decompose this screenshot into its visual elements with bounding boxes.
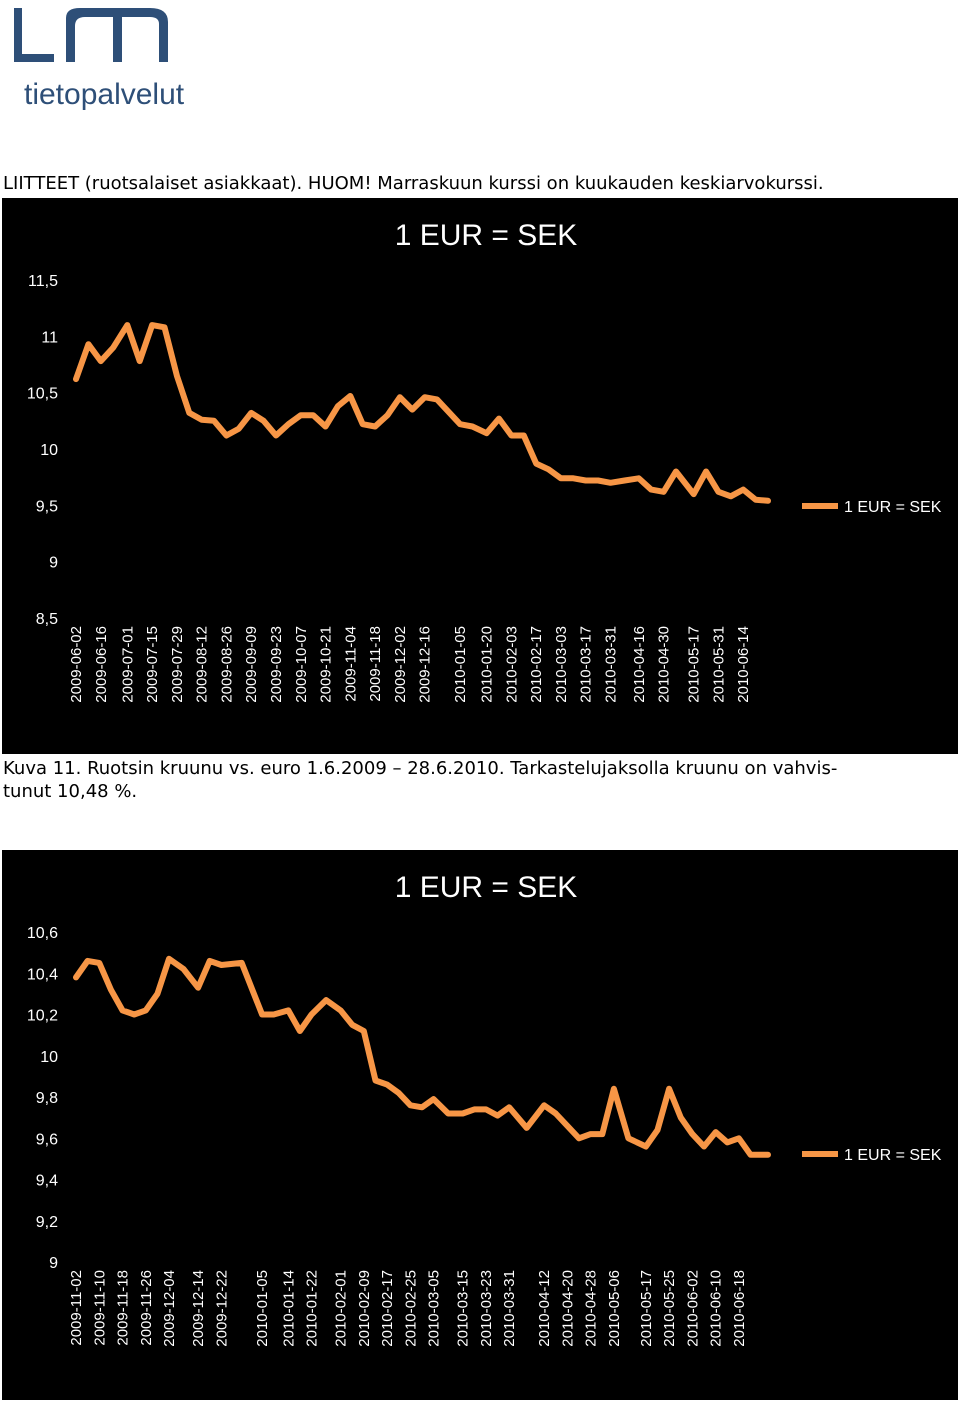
x-tick-label: 2009-07-01 xyxy=(119,626,136,703)
legend-label: 1 EUR = SEK xyxy=(844,1147,942,1164)
x-tick-label: 2010-02-17 xyxy=(379,1270,396,1347)
x-tick-label: 2009-11-18 xyxy=(115,1270,132,1346)
legend-label: 1 EUR = SEK xyxy=(844,499,942,516)
series-line xyxy=(73,322,771,504)
caption-line-1: Kuva 11. Ruotsin kruunu vs. euro 1.6.200… xyxy=(3,758,838,779)
x-tick-label: 2009-12-04 xyxy=(161,1270,178,1347)
y-tick-label: 8,5 xyxy=(36,611,58,628)
x-tick-label: 2010-04-20 xyxy=(559,1270,576,1347)
chart-eur-sek-full-period: 1 EUR = SEK 8,5 9 9,5 10 10,5 11 11,5 2009-06-… xyxy=(2,198,958,754)
x-tick-label: 2009-11-02 xyxy=(68,1270,85,1346)
x-tick-label: 2009-07-15 xyxy=(144,626,161,703)
x-tick-label: 2010-01-05 xyxy=(452,626,469,703)
x-tick-label: 2009-08-12 xyxy=(194,626,211,703)
x-tick-label: 2010-02-01 xyxy=(333,1270,350,1347)
brand-logo-text: tietopalvelut xyxy=(24,78,185,111)
x-tick-label: 2009-12-02 xyxy=(392,626,409,703)
x-tick-label: 2009-10-21 xyxy=(318,626,335,703)
y-tick-label: 9,4 xyxy=(36,1173,58,1190)
x-tick-label: 2009-10-07 xyxy=(293,626,310,703)
x-tick-label: 2010-04-30 xyxy=(656,626,673,703)
x-tick-label: 2010-03-15 xyxy=(455,1270,472,1347)
y-tick-label: 10 xyxy=(40,1049,58,1066)
x-tick-label: 2009-12-22 xyxy=(213,1270,230,1347)
x-tick-label: 2009-11-26 xyxy=(138,1270,155,1346)
y-tick-label: 9 xyxy=(49,555,58,572)
x-tick-label: 2010-03-05 xyxy=(426,1270,443,1347)
caption-line-2: tunut 10,48 %. xyxy=(3,781,138,802)
x-tick-label: 2010-05-06 xyxy=(606,1270,623,1347)
x-tick-label: 2010-01-05 xyxy=(254,1270,271,1347)
x-tick-label: 2010-03-03 xyxy=(553,626,570,703)
y-tick-label: 9,8 xyxy=(36,1090,58,1107)
brand-logo-mark: tietopalvelut xyxy=(14,8,185,111)
x-tick-label: 2009-08-26 xyxy=(218,626,235,703)
y-tick-label: 11,5 xyxy=(28,273,58,290)
x-tick-label: 2010-06-10 xyxy=(708,1270,725,1347)
chart-title: 1 EUR = SEK xyxy=(395,219,578,252)
x-tick-label: 2009-06-16 xyxy=(93,626,110,703)
x-tick-label: 2010-04-28 xyxy=(583,1270,600,1347)
x-tick-label: 2010-06-02 xyxy=(684,1270,701,1347)
chart-svg: 1 EUR = SEK 99,29,49,69,81010,210,410,6 … xyxy=(27,871,942,1347)
x-tick-label: 2010-04-16 xyxy=(631,626,648,703)
x-tick-label: 2009-06-02 xyxy=(68,626,85,703)
y-tick-label: 9 xyxy=(49,1255,58,1272)
x-tick-label: 2010-03-17 xyxy=(578,626,595,703)
y-tick-label: 11 xyxy=(41,329,58,346)
x-tick-label: 2010-05-17 xyxy=(638,1270,655,1347)
x-tick-label: 2010-02-03 xyxy=(503,626,520,703)
x-tick-label: 2009-12-16 xyxy=(417,626,434,703)
x-tick-label: 2010-05-25 xyxy=(661,1270,678,1347)
x-tick-label: 2010-05-31 xyxy=(710,626,727,703)
y-tick-label: 9,2 xyxy=(36,1214,58,1231)
y-tick-label: 10,5 xyxy=(27,386,58,403)
y-tick-label: 10,2 xyxy=(27,1008,58,1025)
x-tick-label: 2010-03-23 xyxy=(478,1270,495,1347)
brand-logo: tietopalvelut xyxy=(0,0,200,130)
y-tick-label: 10 xyxy=(40,442,58,459)
chart-title: 1 EUR = SEK xyxy=(395,871,578,904)
x-tick-label: 2010-02-09 xyxy=(356,1270,373,1347)
x-tick-label: 2010-03-31 xyxy=(501,1270,518,1347)
appendix-heading: LIITTEET (ruotsalaiset asiakkaat). HUOM!… xyxy=(3,173,824,194)
chart-svg: 1 EUR = SEK 8,5 9 9,5 10 10,5 11 11,5 2009-06-… xyxy=(27,219,942,703)
x-tick-label: 2010-02-25 xyxy=(402,1270,419,1347)
x-tick-label: 2009-07-29 xyxy=(169,626,186,703)
x-tick-label: 2010-01-20 xyxy=(479,626,496,703)
x-tick-label: 2010-04-12 xyxy=(536,1270,553,1347)
x-tick-label: 2010-06-18 xyxy=(731,1270,748,1347)
x-tick-label: 2010-01-22 xyxy=(304,1270,321,1347)
x-tick-label: 2010-05-17 xyxy=(686,626,703,703)
x-tick-label: 2009-09-23 xyxy=(268,626,285,703)
x-tick-label: 2010-06-14 xyxy=(735,626,752,703)
y-tick-label: 9,5 xyxy=(36,498,58,515)
x-tick-label: 2009-12-14 xyxy=(190,1270,207,1347)
x-tick-label: 2010-01-14 xyxy=(280,1270,297,1347)
x-tick-label: 2010-03-31 xyxy=(602,626,619,703)
y-tick-label: 9,6 xyxy=(36,1131,58,1148)
y-tick-label: 10,6 xyxy=(27,925,58,942)
x-tick-label: 2009-11-10 xyxy=(91,1270,108,1346)
x-tick-label: 2009-11-04 xyxy=(342,626,359,702)
x-tick-label: 2009-11-18 xyxy=(367,626,384,702)
y-tick-label: 10,4 xyxy=(27,966,58,983)
chart-eur-sek-nov-jun: 1 EUR = SEK 9 9,2 9,4 9,6 9,8 10 10,2 10,4 10,6 … xyxy=(2,850,958,1400)
series-line xyxy=(73,955,771,1158)
x-tick-label: 2009-09-09 xyxy=(243,626,260,703)
x-tick-label: 2010-02-17 xyxy=(528,626,545,703)
figure-caption: Kuva 11. Ruotsin kruunu vs. euro 1.6.200… xyxy=(3,757,955,803)
